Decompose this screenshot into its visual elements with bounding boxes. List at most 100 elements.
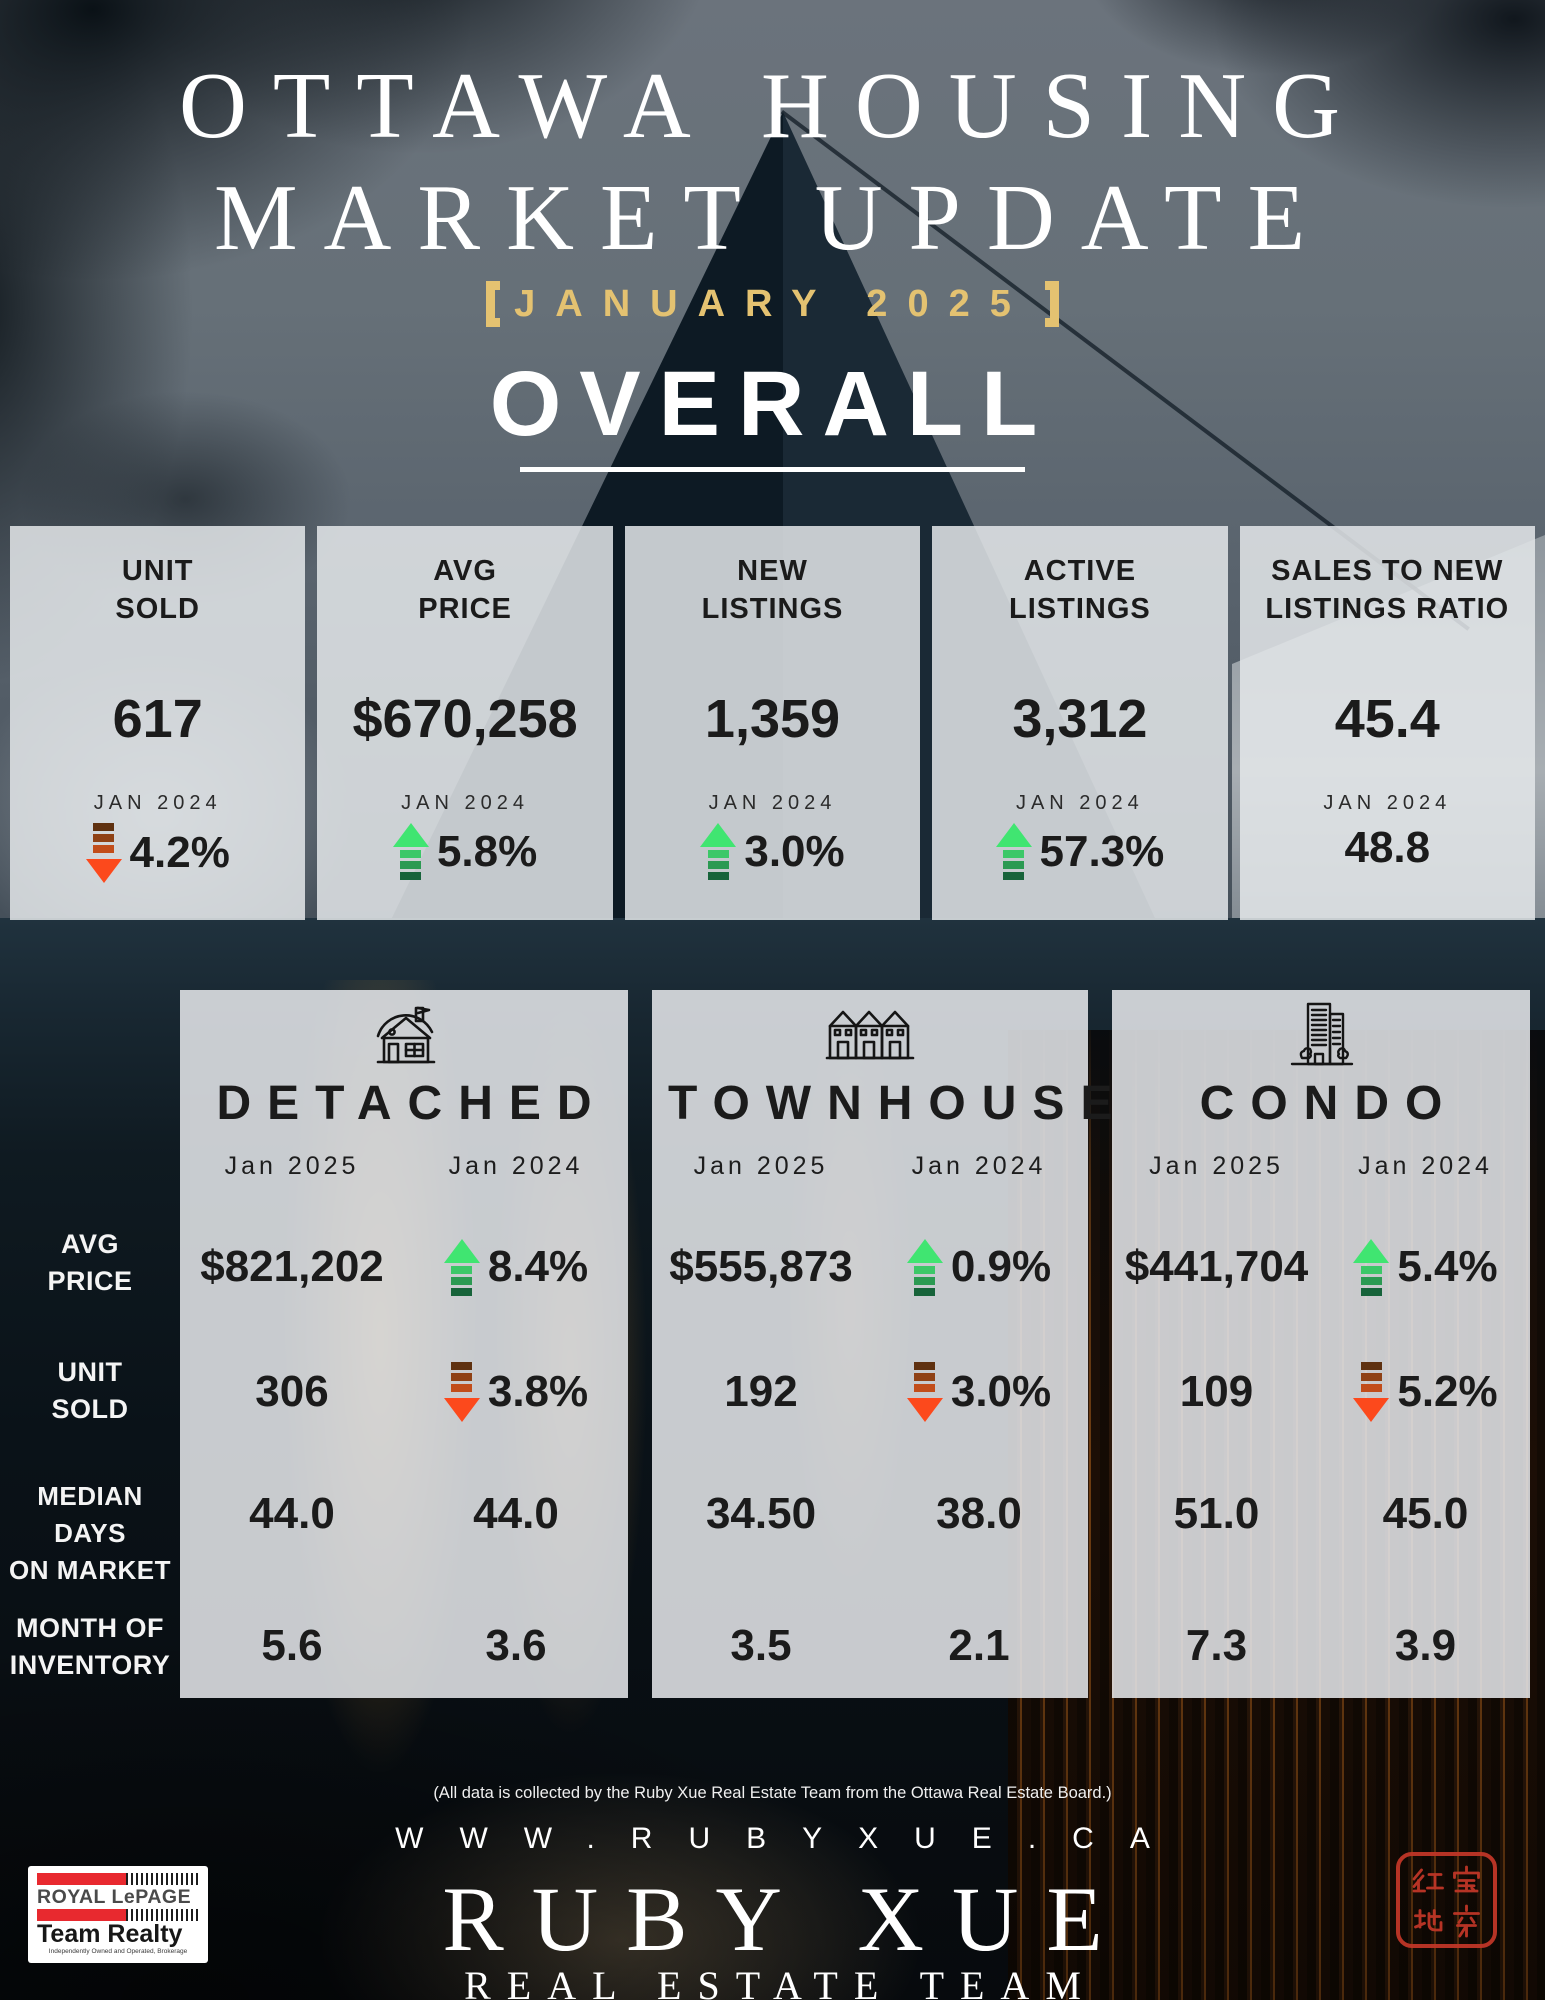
median-days-2025: 34.50 <box>705 1489 817 1538</box>
stat-card-change: 4.2% <box>85 823 230 883</box>
lepage-tagline: Independently Owned and Operated, Broker… <box>48 1948 188 1955</box>
stat-card-value: 3,312 <box>1012 689 1148 749</box>
inventory-2025: 7.3 <box>1185 1621 1248 1670</box>
stat-card-label-line: SALES TO NEW <box>1271 555 1504 587</box>
down-arrow-icon <box>906 1362 943 1422</box>
up-arrow-icon <box>443 1238 480 1296</box>
stat-card-compare-label: JAN 2024 <box>1015 792 1144 814</box>
detached-house-icon <box>180 1000 628 1072</box>
lepage-red-bar <box>37 1909 199 1921</box>
stat-card-active-listings: ACTIVE LISTINGS 3,312 JAN 2024 57.3% <box>932 526 1228 920</box>
condo-building-icon <box>1112 1000 1530 1072</box>
unit-sold-value: 306 <box>255 1367 329 1416</box>
stat-card-label-line: ACTIVE <box>1023 555 1137 587</box>
panel-column-headers: Jan 2025 Jan 2024 <box>180 1152 628 1181</box>
median-days-2024: 45.0 <box>1382 1489 1469 1538</box>
metric-label-line: ON MARKET <box>9 1555 171 1585</box>
panel-title: TOWNHOUSE <box>668 1077 1129 1130</box>
stat-card-change: 48.8 <box>1344 823 1430 873</box>
stat-card-label-line: NEW <box>737 555 808 587</box>
avg-price-change: 0.9% <box>950 1242 1052 1291</box>
metric-label-unit-sold: UNIT SOLD <box>0 1354 180 1428</box>
stat-card-value: $670,258 <box>352 689 578 749</box>
down-arrow-icon <box>1353 1362 1390 1422</box>
right-bracket-icon <box>1044 281 1059 327</box>
avg-price-change: 5.4% <box>1397 1242 1498 1291</box>
stat-card-compare-label: JAN 2024 <box>708 792 837 814</box>
row-unit-sold: 306 3.8% <box>180 1352 628 1432</box>
row-avg-price: $441,704 5.4% <box>1112 1224 1530 1310</box>
row-inventory: 3.5 2.1 <box>652 1614 1088 1678</box>
down-arrow-icon <box>443 1362 480 1422</box>
chinese-seal-stamp <box>1396 1852 1497 1948</box>
left-bracket-icon <box>486 281 501 327</box>
seal-character-di <box>1413 1909 1442 1932</box>
row-median-days: 44.0 44.0 <box>180 1482 628 1546</box>
row-inventory: 5.6 3.6 <box>180 1614 628 1678</box>
stat-card-label-line: SOLD <box>115 593 200 625</box>
column-header-2024: Jan 2024 <box>1358 1152 1493 1180</box>
metric-label-line: UNIT <box>57 1357 123 1387</box>
stat-card-label: ACTIVE LISTINGS <box>1009 552 1151 632</box>
avg-price-value: $441,704 <box>1124 1242 1309 1291</box>
website-url: WWW.RUBYXUE.CA <box>395 1822 1186 1855</box>
metric-label-line: SOLD <box>51 1394 129 1424</box>
stat-card-new-listings: NEW LISTINGS 1,359 JAN 2024 3.0% <box>624 526 921 920</box>
row-inventory: 7.3 3.9 <box>1112 1614 1530 1678</box>
metric-label-month-of-inventory: MONTH OF INVENTORY <box>0 1610 180 1684</box>
stat-card-value: 1,359 <box>704 689 841 749</box>
stat-card-change: 57.3% <box>995 823 1165 880</box>
panel-condo: CONDO Jan 2025 Jan 2024 $441,704 5.4% 10… <box>1112 990 1530 1698</box>
section-heading: OVERALL <box>489 353 1056 455</box>
page-title: OTTAWA HOUSING MARKET UPDATE <box>0 50 1545 274</box>
metric-label-line: MONTH OF <box>16 1613 164 1643</box>
stat-card-label-line: LISTINGS RATIO <box>1265 593 1510 625</box>
metric-label-line: PRICE <box>47 1266 133 1296</box>
stat-card-unit-sold: UNIT SOLD 617 JAN 2024 4.2% <box>10 526 306 920</box>
stat-card-label: SALES TO NEW LISTINGS RATIO <box>1265 552 1509 632</box>
row-median-days: 34.50 38.0 <box>652 1482 1088 1546</box>
column-header-2025: Jan 2025 <box>693 1152 829 1180</box>
stat-card-change-value: 5.8% <box>436 826 538 876</box>
unit-sold-value: 109 <box>1179 1367 1254 1416</box>
row-unit-sold: 192 3.0% <box>652 1352 1088 1432</box>
stat-card-change-value: 4.2% <box>129 828 230 877</box>
metric-label-avg-price: AVG PRICE <box>0 1226 180 1300</box>
stat-card-change: 5.8% <box>392 823 538 880</box>
panel-title: DETACHED <box>216 1077 608 1130</box>
data-source-disclaimer: (All data is collected by the Ruby Xue R… <box>433 1784 1112 1802</box>
up-arrow-icon <box>700 823 737 880</box>
seal-character-bao <box>1452 1865 1480 1893</box>
subtitle-text: JANUARY 2025 <box>514 282 1031 325</box>
metric-label-median-days: MEDIAN DAYS ON MARKET <box>0 1478 180 1589</box>
lepage-name: ROYAL LePAGE <box>37 1886 192 1908</box>
stat-card-avg-price: AVG PRICE $670,258 JAN 2024 5.8% <box>317 526 613 920</box>
column-header-2025: Jan 2025 <box>224 1152 360 1180</box>
stat-card-change-value: 3.0% <box>744 826 845 876</box>
seal-character-hong <box>1412 1868 1444 1893</box>
panel-detached: DETACHED Jan 2025 Jan 2024 $821,202 8.4%… <box>180 990 628 1698</box>
overall-stats-row: UNIT SOLD 617 JAN 2024 4.2% AVG PRICE $6… <box>10 526 1535 920</box>
townhouse-icon <box>652 1000 1088 1068</box>
stat-card-change-value: 57.3% <box>1039 826 1165 876</box>
section-heading-underline <box>520 467 1025 472</box>
stat-card-value: 45.4 <box>1334 689 1440 749</box>
unit-sold-change: 3.0% <box>950 1367 1052 1416</box>
unit-sold-change: 5.2% <box>1397 1367 1498 1416</box>
stat-card-change-value: 48.8 <box>1344 823 1431 872</box>
avg-price-change: 8.4% <box>487 1242 589 1291</box>
lepage-team-realty: Team Realty <box>37 1920 183 1948</box>
inventory-2024: 3.6 <box>485 1621 547 1670</box>
stat-card-label-line: AVG <box>433 555 497 587</box>
team-name: RUBY XUE <box>442 1868 1131 1970</box>
column-header-2025: Jan 2025 <box>1149 1152 1284 1180</box>
page-title-line2: MARKET UPDATE <box>213 166 1332 270</box>
lepage-red-bar <box>37 1873 199 1885</box>
row-avg-price: $555,873 0.9% <box>652 1224 1088 1310</box>
column-header-2024: Jan 2024 <box>911 1152 1047 1180</box>
unit-sold-value: 192 <box>724 1367 798 1416</box>
stat-card-label: AVG PRICE <box>418 552 512 632</box>
stat-card-label-line: LISTINGS <box>701 593 844 625</box>
up-arrow-icon <box>392 823 429 880</box>
down-arrow-icon <box>85 823 122 883</box>
